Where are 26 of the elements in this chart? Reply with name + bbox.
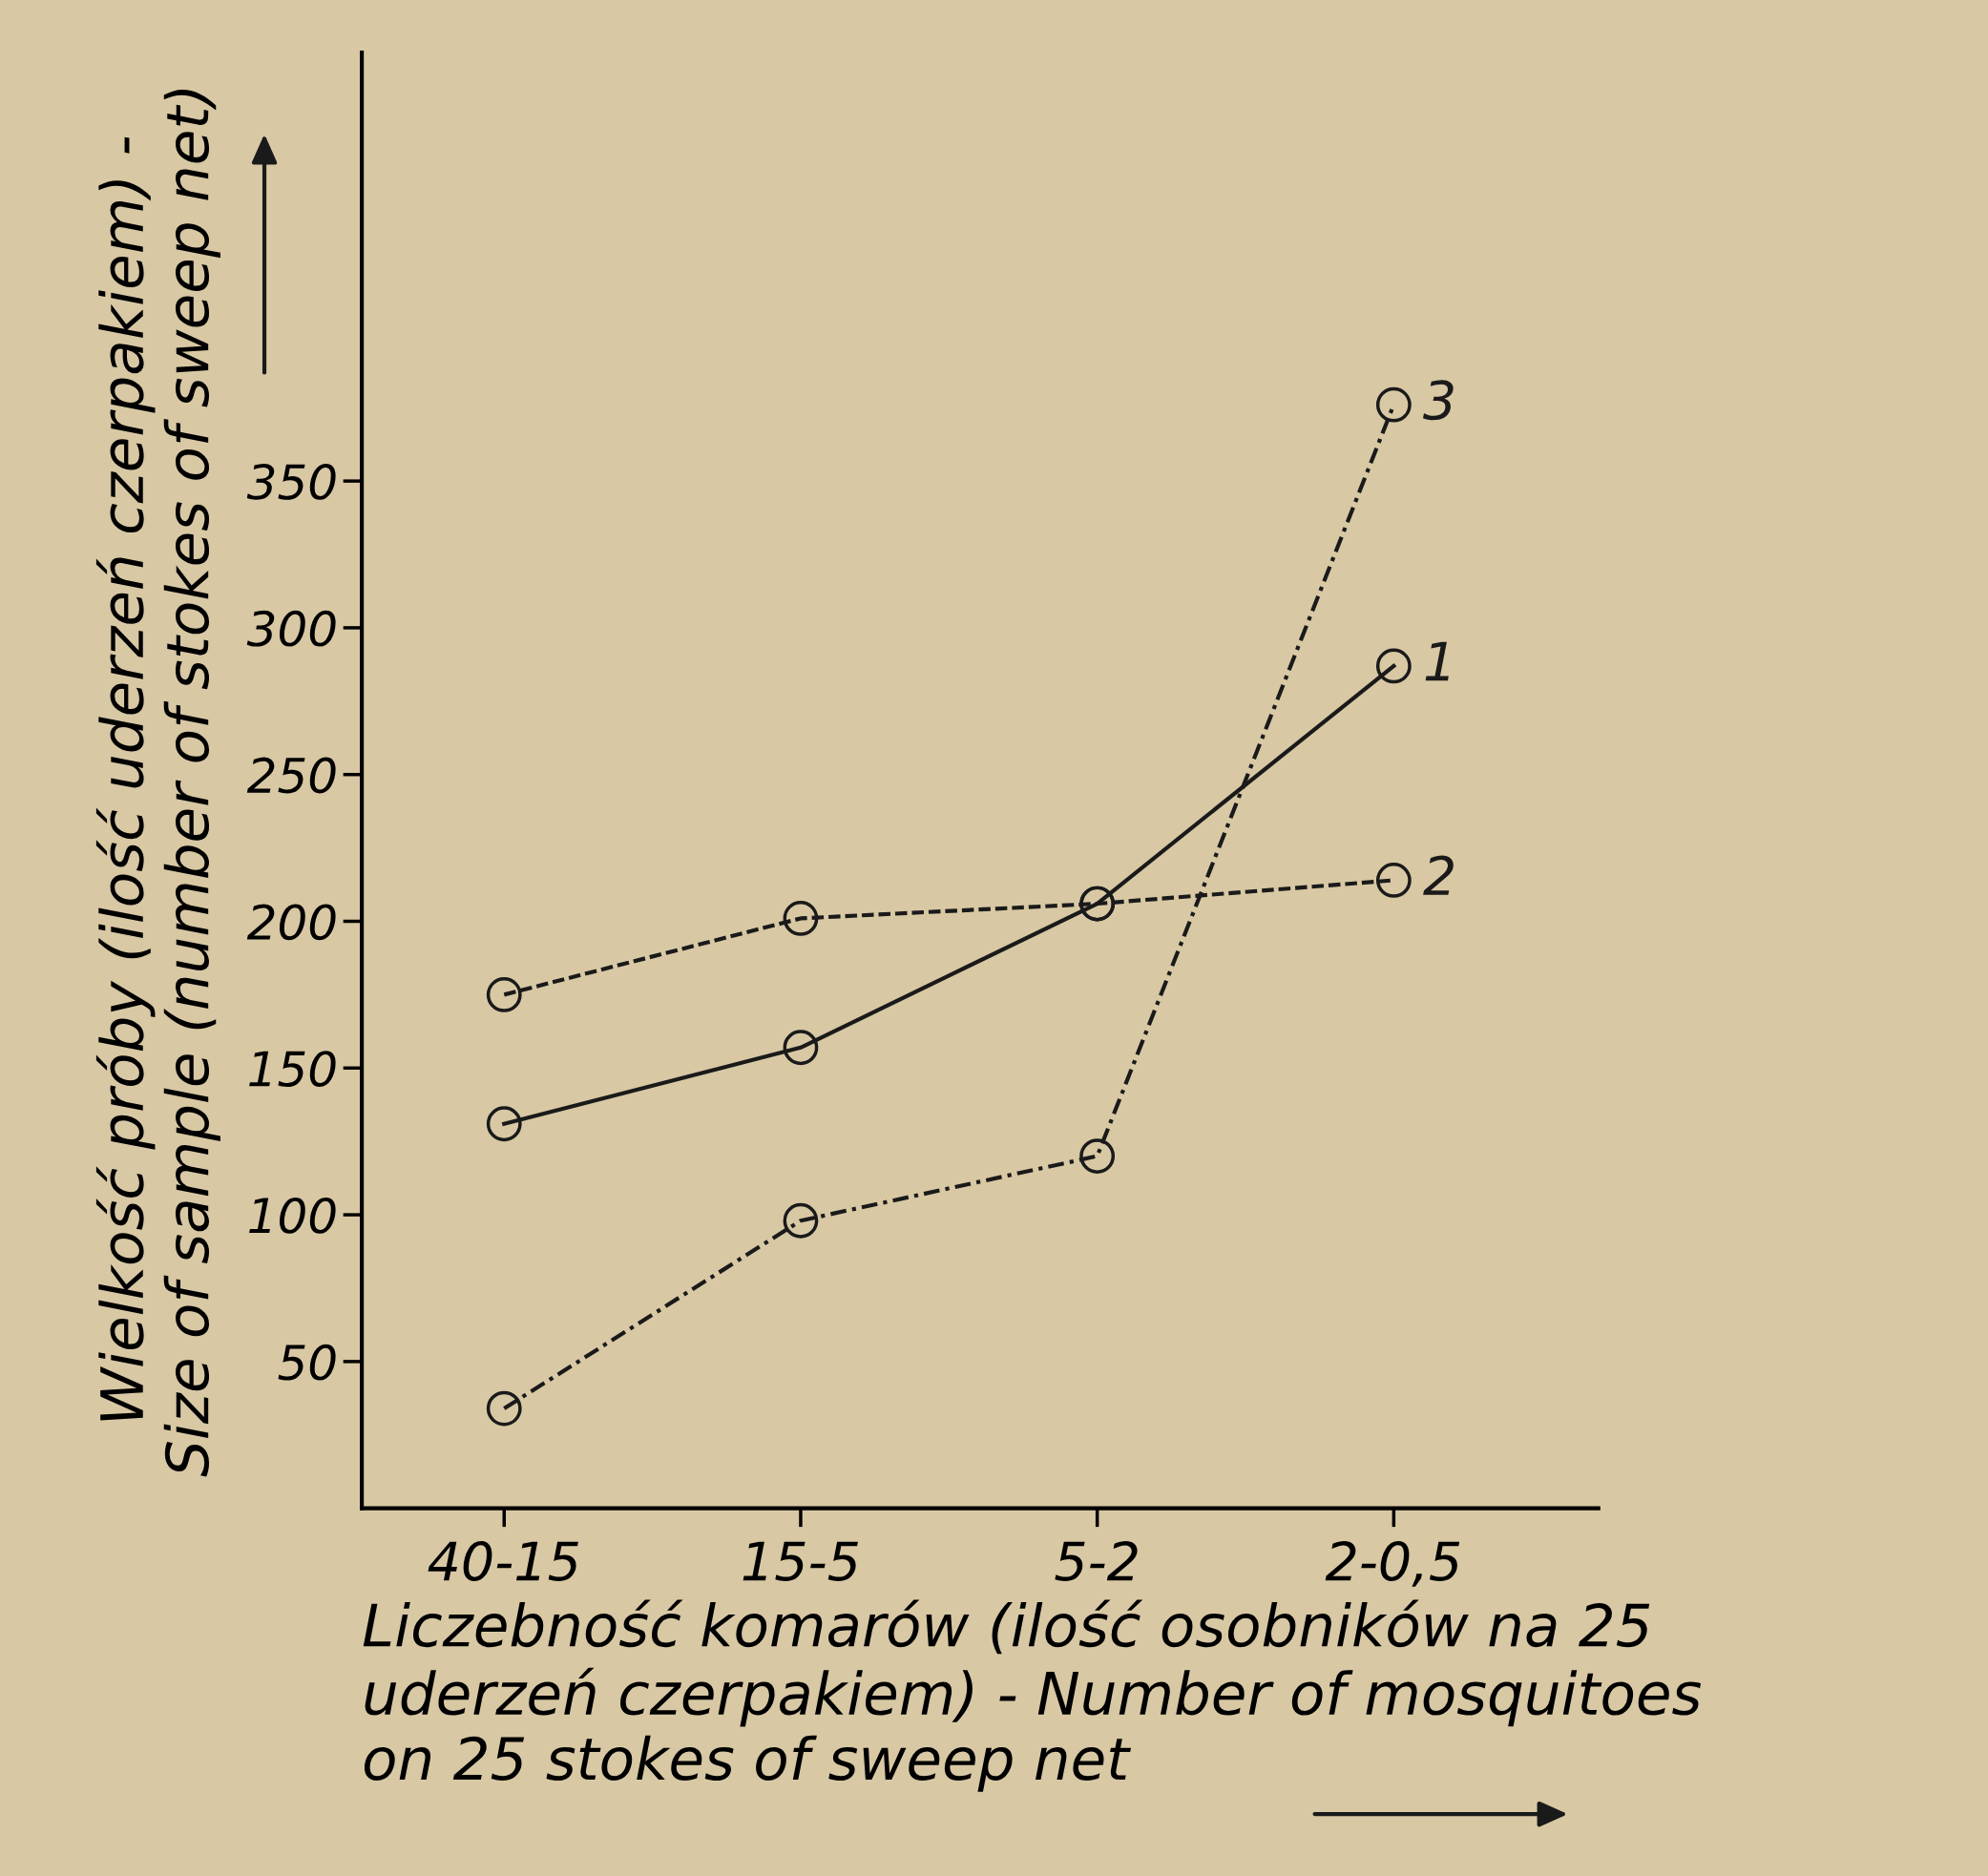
point — [486, 1106, 522, 1142]
point — [1375, 648, 1412, 684]
x-tick-label: 40-15 — [428, 1540, 578, 1581]
point — [1375, 863, 1412, 898]
series-label: 2 — [1423, 855, 1454, 895]
y-tick-label: 200 — [246, 904, 336, 941]
point — [783, 901, 819, 936]
series-label: 3 — [1423, 380, 1454, 421]
point — [783, 1202, 819, 1239]
x-tick-label: 2-0,5 — [1325, 1540, 1460, 1587]
point — [486, 1390, 522, 1427]
x-axis-title: Liczebność komarów (ilość osobników na 25 uderzeń czerpakiem) - Number of mosquitoes on 25 stokes of sweep net — [363, 1599, 1702, 1792]
point — [1079, 1138, 1116, 1174]
y-tick-label: 100 — [249, 1197, 336, 1234]
x-tick-label: 15-5 — [743, 1541, 858, 1581]
y-tick-label: 50 — [278, 1344, 336, 1381]
point — [486, 976, 522, 1012]
x-tick-label: 5-2 — [1055, 1540, 1138, 1581]
y-tick-label: 250 — [246, 757, 336, 794]
y-tick-label: 300 — [246, 610, 336, 647]
point — [783, 1030, 819, 1066]
y-axis-title: Wielkość próby (ilość uderzeń czerpakiem) - Size of sample (number of stokes of sweep net) — [95, 90, 220, 1477]
y-tick-label: 150 — [249, 1051, 336, 1087]
series-label: 1 — [1425, 641, 1449, 681]
point — [1375, 386, 1412, 423]
y-tick-label: 350 — [246, 464, 336, 500]
